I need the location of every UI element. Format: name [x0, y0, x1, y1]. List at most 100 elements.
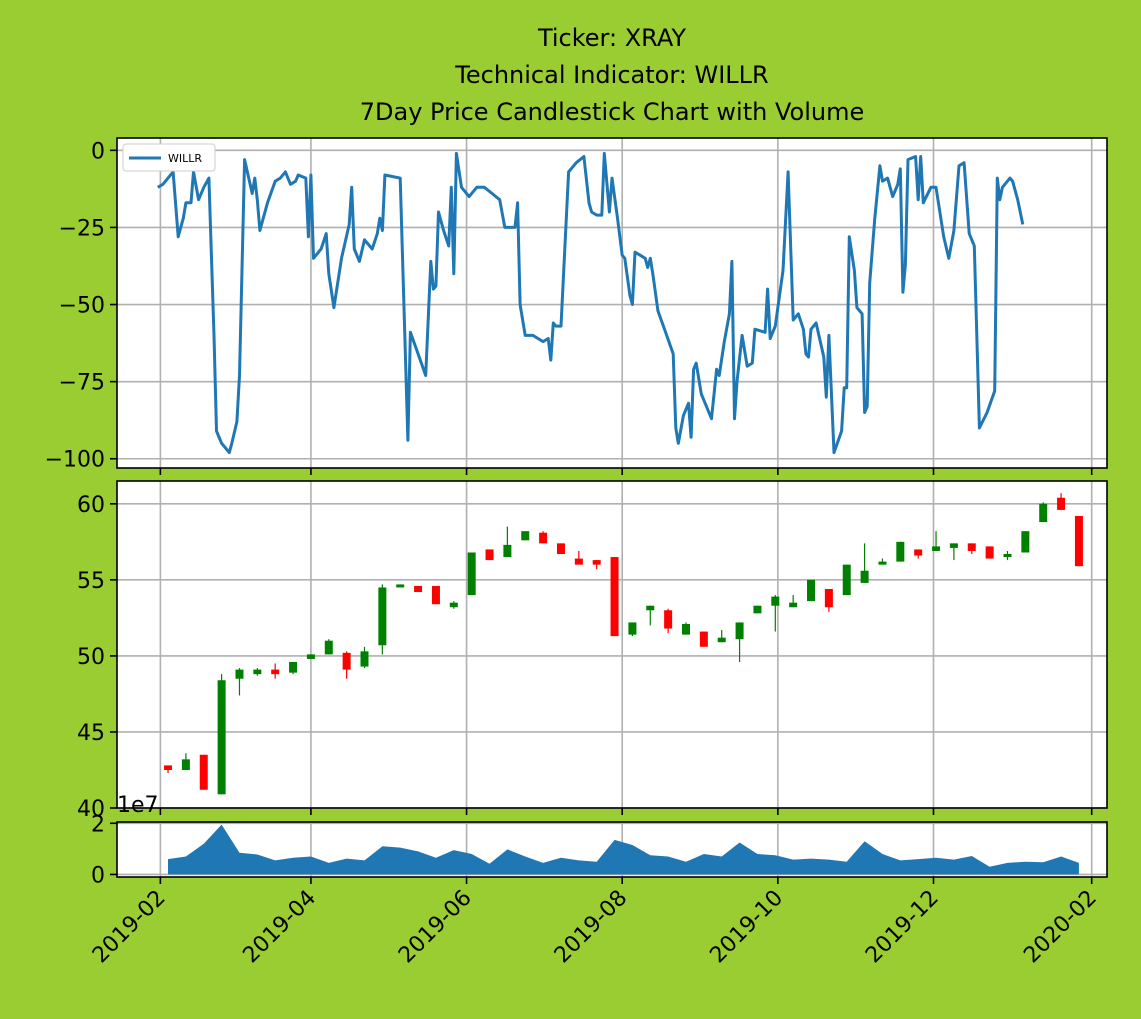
candle-up: [181, 753, 190, 770]
candle-body: [181, 759, 190, 770]
candle-up: [324, 639, 333, 655]
candle-body: [771, 596, 780, 606]
candle-body: [431, 585, 440, 605]
volume-area: [168, 824, 1079, 875]
legend-label-willr: WILLR: [168, 152, 202, 165]
candle-down: [985, 546, 994, 559]
candle-body: [199, 754, 208, 790]
candle-up: [878, 558, 887, 565]
candle-down: [664, 608, 673, 634]
y-tick-label: −100: [45, 448, 105, 473]
candle-down: [610, 557, 619, 637]
candle-up: [753, 605, 762, 614]
candle-up: [503, 526, 512, 558]
candle-up: [932, 531, 941, 551]
y-tick-label: 0: [91, 863, 105, 888]
willr-frame: [116, 137, 1108, 469]
candle-down: [164, 765, 173, 774]
y-tick-label: −50: [59, 294, 105, 319]
candle-body: [753, 605, 762, 614]
candle-up: [717, 630, 726, 643]
candle-body: [717, 637, 726, 643]
candle-up: [467, 552, 476, 596]
candle-down: [414, 585, 423, 593]
candle-body: [1021, 531, 1030, 553]
y-tick-label: 0: [91, 139, 105, 164]
candle-up: [289, 661, 298, 675]
candle-body: [1057, 497, 1066, 510]
candle-up: [360, 646, 369, 669]
candle-up: [628, 622, 637, 637]
price-panel: 40 45 50 55 60: [77, 480, 1108, 822]
y-tick-label: 2: [91, 812, 105, 837]
candle-up: [253, 668, 262, 676]
candle-body: [1039, 503, 1048, 523]
willr-legend: WILLR: [122, 143, 216, 172]
candle-down: [1074, 515, 1083, 567]
candle-body: [378, 587, 387, 646]
candle-up: [1003, 550, 1012, 561]
willr-series-line: [157, 151, 1025, 455]
candle-down: [342, 651, 351, 679]
candle-down: [199, 754, 208, 790]
candle-body: [699, 631, 708, 647]
price-yticks: 40 45 50 55 60: [77, 493, 117, 822]
candle-body: [360, 651, 369, 667]
candle-up: [217, 674, 226, 795]
candle-body: [967, 543, 976, 551]
price-frame: [116, 480, 1108, 809]
candle-body: [932, 546, 941, 551]
candle-up: [1021, 531, 1030, 553]
volume-offset-text: 1e7: [117, 793, 159, 818]
candle-up: [396, 584, 405, 588]
candle-body: [449, 602, 458, 608]
candle-body: [503, 544, 512, 558]
candle-up: [681, 622, 690, 635]
chart-title-line-2: Technical Indicator: WILLR: [454, 61, 768, 89]
candle-body: [521, 531, 530, 541]
chart-title-line-1: Ticker: XRAY: [537, 24, 686, 52]
candle-body: [289, 661, 298, 673]
candle-body: [539, 532, 548, 544]
candle-up: [735, 622, 744, 662]
candle-body: [842, 564, 851, 596]
willr-panel: 0 −25 −50 −75 −100 WILLR: [45, 137, 1108, 473]
candle-down: [431, 585, 440, 605]
candle-down: [699, 631, 708, 647]
y-tick-label: 50: [77, 645, 105, 670]
y-tick-label: 60: [77, 493, 105, 518]
candle-up: [235, 668, 244, 696]
candle-body: [556, 543, 565, 555]
candle-down: [967, 543, 976, 555]
candle-up: [378, 584, 387, 655]
candle-down: [914, 549, 923, 559]
price-candles: [164, 493, 1083, 795]
candle-up: [306, 654, 315, 659]
volume-yticks: 02: [91, 812, 117, 888]
candle-up: [896, 541, 905, 562]
candle-body: [664, 610, 673, 629]
candle-body: [914, 549, 923, 556]
candle-down: [574, 550, 583, 565]
price-plot-area: [117, 481, 1107, 808]
candle-body: [878, 561, 887, 565]
chart-title-line-3: 7Day Price Candlestick Chart with Volume: [360, 98, 865, 126]
candle-up: [1039, 502, 1048, 523]
candle-body: [164, 765, 173, 770]
candle-body: [949, 543, 958, 548]
candle-body: [574, 558, 583, 565]
candle-body: [217, 680, 226, 795]
candle-up: [789, 595, 798, 608]
candle-body: [253, 669, 262, 675]
candle-body: [396, 584, 405, 588]
candle-up: [842, 564, 851, 596]
volume-frame: [116, 821, 1108, 878]
y-tick-label: −25: [59, 216, 105, 241]
candle-up: [449, 601, 458, 609]
candle-body: [628, 622, 637, 635]
candle-down: [824, 588, 833, 612]
candle-body: [414, 585, 423, 593]
candle-body: [789, 602, 798, 608]
candle-body: [824, 588, 833, 608]
